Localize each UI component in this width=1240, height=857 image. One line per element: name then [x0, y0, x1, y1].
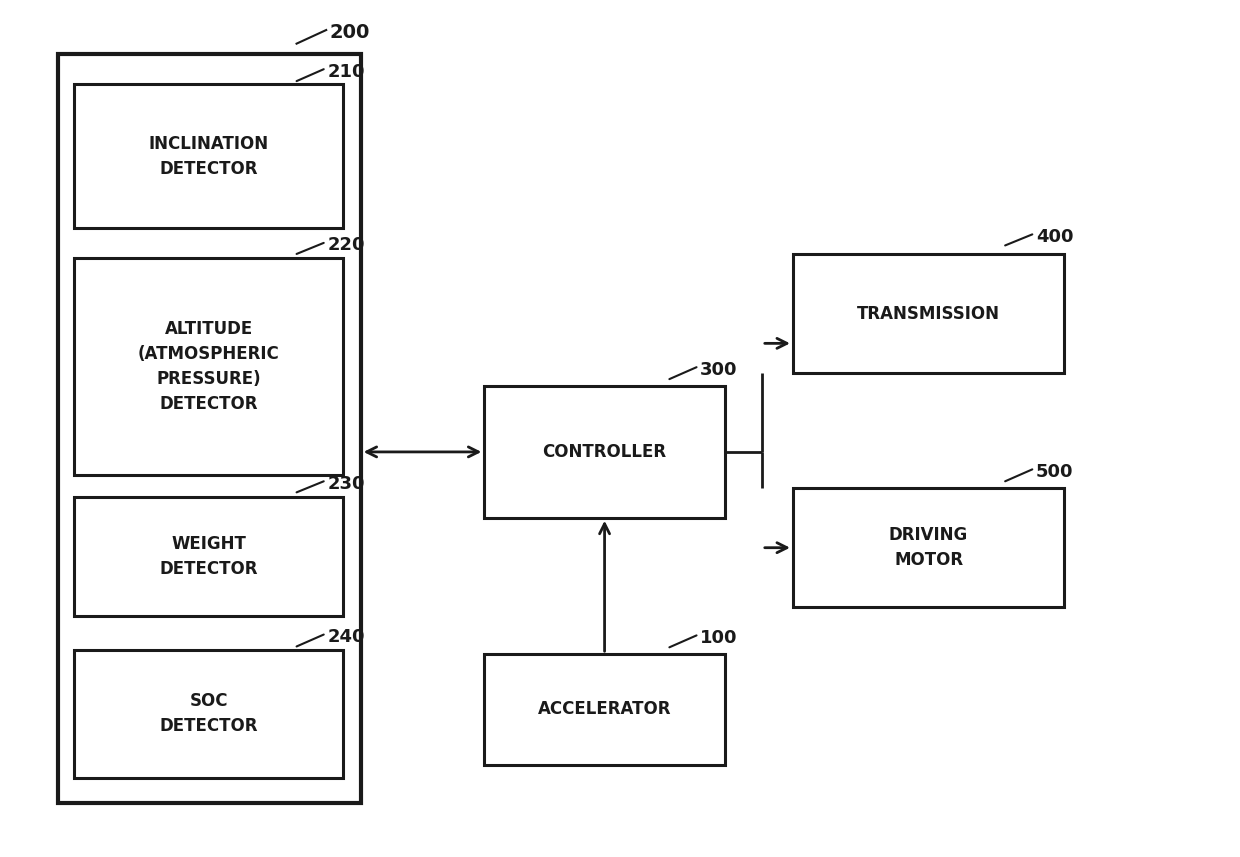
Bar [74, 258, 343, 476]
Bar [792, 488, 1064, 608]
Bar [74, 650, 343, 777]
Text: ACCELERATOR: ACCELERATOR [538, 700, 671, 718]
Bar [74, 84, 343, 229]
Bar [74, 496, 343, 616]
Text: 400: 400 [1035, 228, 1074, 246]
Text: 230: 230 [327, 475, 365, 493]
Text: ALTITUDE
(ATMOSPHERIC
PRESSURE)
DETECTOR: ALTITUDE (ATMOSPHERIC PRESSURE) DETECTOR [138, 321, 280, 413]
Text: WEIGHT
DETECTOR: WEIGHT DETECTOR [160, 535, 258, 578]
Bar [792, 254, 1064, 373]
Bar [484, 386, 725, 518]
Bar [58, 54, 361, 803]
Text: 200: 200 [330, 23, 371, 42]
Text: 500: 500 [1035, 463, 1074, 481]
Text: 300: 300 [701, 361, 738, 379]
Text: 220: 220 [327, 237, 365, 255]
Text: SOC
DETECTOR: SOC DETECTOR [160, 692, 258, 735]
Text: DRIVING
MOTOR: DRIVING MOTOR [889, 526, 968, 569]
Text: 100: 100 [701, 629, 738, 647]
Text: CONTROLLER: CONTROLLER [543, 443, 667, 461]
Text: TRANSMISSION: TRANSMISSION [857, 304, 1001, 322]
Bar [484, 654, 725, 764]
Text: 240: 240 [327, 628, 365, 646]
Text: INCLINATION
DETECTOR: INCLINATION DETECTOR [149, 135, 269, 177]
Text: 210: 210 [327, 63, 365, 81]
